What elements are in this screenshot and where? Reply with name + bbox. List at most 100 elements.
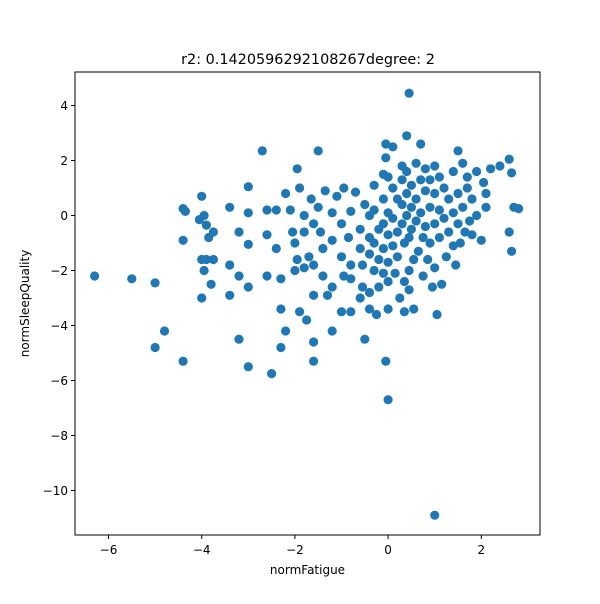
y-tick-label: 2	[60, 154, 68, 168]
scatter-point	[369, 238, 379, 248]
scatter-point	[381, 139, 391, 149]
scatter-point	[315, 227, 326, 237]
scatter-point	[397, 199, 407, 210]
scatter-point	[416, 208, 426, 218]
scatter-point	[383, 257, 393, 267]
scatter-point	[243, 362, 253, 372]
scatter-point	[439, 213, 449, 223]
scatter-point	[271, 205, 281, 215]
x-axis-ticks: −6 −4 −2 0 2	[100, 535, 485, 557]
scatter-point	[418, 232, 428, 243]
scatter-point	[343, 232, 354, 243]
scatter-point	[430, 219, 440, 229]
scatter-point	[388, 183, 398, 193]
scatter-point	[479, 177, 489, 188]
scatter-point	[514, 204, 524, 214]
scatter-point	[159, 326, 170, 336]
scatter-point	[411, 158, 421, 168]
scatter-point	[378, 219, 388, 229]
scatter-point	[313, 202, 323, 212]
scatter-point	[346, 260, 356, 270]
scatter-point	[318, 243, 328, 254]
x-tick-label: −2	[286, 543, 304, 557]
scatter-point	[364, 304, 375, 314]
scatter-point	[444, 194, 454, 204]
scatter-point	[355, 243, 365, 254]
scatter-point	[320, 186, 330, 196]
scatter-point	[339, 183, 349, 193]
scatter-point	[402, 166, 412, 177]
scatter-point	[378, 194, 388, 204]
scatter-point	[369, 265, 379, 276]
scatter-point	[439, 183, 449, 193]
y-tick-label: −4	[50, 319, 68, 333]
scatter-point	[309, 356, 319, 366]
scatter-point	[267, 369, 277, 379]
scatter-point	[295, 307, 305, 317]
scatter-point	[402, 210, 412, 221]
scatter-point	[418, 271, 428, 281]
y-tick-label: 0	[60, 209, 68, 223]
scatter-point	[413, 246, 423, 256]
scatter-point	[371, 309, 382, 320]
scatter-point	[451, 260, 461, 270]
scatter-point	[507, 168, 517, 178]
scatter-point	[416, 139, 426, 149]
scatter-point	[90, 271, 100, 281]
scatter-point	[390, 268, 400, 278]
points-layer	[90, 88, 524, 520]
scatter-point	[462, 183, 472, 193]
scatter-point	[336, 307, 347, 317]
scatter-point	[472, 210, 482, 221]
scatter-point	[302, 315, 312, 325]
scatter-point	[406, 180, 416, 190]
scatter-point	[127, 274, 137, 284]
scatter-point	[504, 154, 514, 164]
scatter-point	[448, 208, 458, 218]
scatter-point	[434, 232, 444, 243]
scatter-point	[374, 254, 384, 265]
scatter-point	[427, 282, 437, 292]
scatter-point	[399, 276, 409, 287]
chart-title: r2: 0.1420596292108267degree: 2	[181, 52, 435, 68]
scatter-point	[290, 265, 300, 276]
scatter-point	[381, 356, 391, 366]
scatter-point	[357, 282, 368, 292]
scatter-point	[288, 227, 298, 237]
scatter-point	[432, 309, 442, 320]
scatter-point	[437, 279, 447, 289]
scatter-point	[178, 356, 188, 366]
scatter-point	[276, 304, 286, 314]
scatter-point	[481, 188, 491, 199]
scatter-point	[416, 175, 426, 185]
scatter-point	[458, 158, 468, 168]
y-axis-label: normSleepQuality	[18, 250, 32, 358]
scatter-point	[430, 263, 440, 273]
scatter-point	[423, 254, 433, 265]
scatter-point	[406, 202, 416, 212]
scatter-point	[392, 227, 402, 237]
scatter-point	[420, 186, 430, 196]
scatter-point	[444, 227, 454, 237]
scatter-point	[327, 235, 337, 245]
scatter-point	[383, 172, 393, 182]
scatter-point	[467, 194, 477, 204]
scatter-point	[206, 279, 216, 289]
scatter-point	[476, 235, 486, 245]
scatter-point	[199, 265, 209, 276]
y-tick-label: −6	[50, 374, 68, 388]
scatter-point	[327, 208, 337, 218]
scatter-point	[290, 238, 300, 248]
y-axis-ticks: 4 2 0 −2 −4 −6 −8 −10	[43, 99, 75, 498]
scatter-point	[406, 224, 416, 234]
scatter-point	[299, 263, 309, 273]
scatter-point	[388, 241, 398, 251]
scatter-point	[430, 188, 440, 199]
scatter-point	[448, 241, 458, 251]
scatter-point	[420, 164, 430, 174]
scatter-point	[455, 238, 465, 248]
scatter-point	[309, 337, 319, 347]
scatter-point	[281, 326, 291, 336]
scatter-point	[434, 205, 444, 215]
